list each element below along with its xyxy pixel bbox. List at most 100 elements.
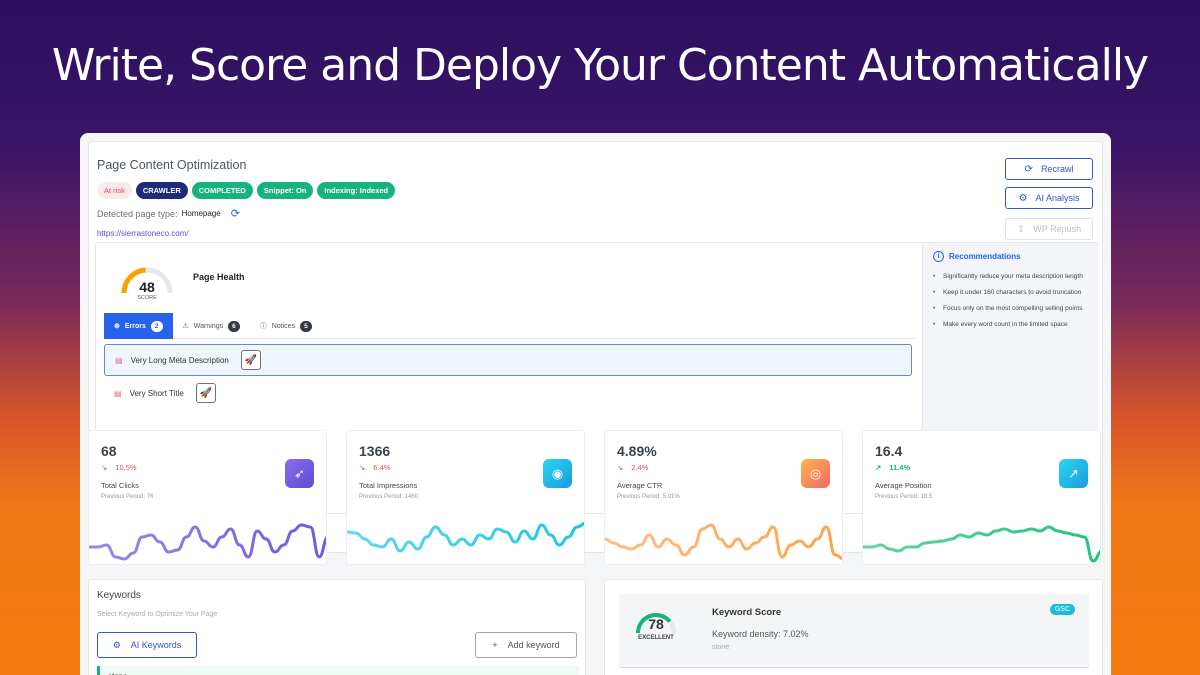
issue-tabs: ⊗ Errors 2 ⚠ Warnings 6 ⓘ Notices 5 <box>104 313 916 339</box>
metric-previous: Previous Period: 18.5 <box>875 494 933 500</box>
page-type-label: Detected page type: <box>97 208 178 219</box>
recommendation-item: Keep it under 160 characters to avoid tr… <box>933 287 1089 299</box>
keyword-score-keyword: stone <box>712 644 730 651</box>
recommendations-title: i Recommendations <box>933 251 1089 262</box>
at-risk-badge: At risk <box>97 182 132 199</box>
add-keyword-button[interactable]: + Add keyword <box>475 632 577 658</box>
metric-change-value: 6.4% <box>373 463 391 472</box>
metric-change-value: 2.4% <box>631 463 649 472</box>
recommendation-item: Make every word count in the limited spa… <box>933 319 1089 331</box>
metric-card-impressions: 1366 ↘ 6.4% Total Impressions Previous Pe… <box>346 430 585 565</box>
tab-notices-count: 5 <box>300 320 312 332</box>
ai-analysis-button[interactable]: ⚙ AI Analysis <box>1005 187 1093 209</box>
document-icon: ▤ <box>114 388 122 398</box>
metric-change-value: 10.5% <box>115 463 137 472</box>
refresh-icon: ⟳ <box>1024 163 1033 175</box>
tab-errors-label: Errors <box>124 322 146 330</box>
keyword-density: Keyword density: 7.02% <box>712 629 809 639</box>
keyword-score-title: Keyword Score <box>712 607 782 618</box>
metric-previous: Previous Period: 1460 <box>359 494 419 500</box>
error-circle-icon: ⊗ <box>114 323 120 330</box>
info-circle-icon: ⓘ <box>259 323 267 330</box>
detected-page-type: Detected page type: Homepage ⟳ <box>97 207 240 220</box>
metric-change-value: 11.4% <box>889 463 911 472</box>
target-icon: ◎ <box>801 459 830 488</box>
sparkline-series <box>605 523 842 561</box>
health-score-value: 48 <box>139 279 155 295</box>
app-window: Page Content Optimization At risk CRAWLE… <box>80 133 1111 675</box>
plus-icon: + <box>492 640 498 650</box>
metric-change: ↘ 2.4% <box>617 463 648 472</box>
ai-gear-icon: ⚙ <box>1018 192 1028 204</box>
trend-down-icon: ↘ <box>359 463 366 472</box>
wp-repush-label: WP Repush <box>1033 224 1082 234</box>
keywords-panel: Keywords Select Keyword to Optimize Your… <box>88 579 586 675</box>
metric-label: Average Position <box>875 481 932 490</box>
metric-value: 1366 <box>359 443 391 459</box>
metric-previous: Previous Period: 76 <box>101 494 154 500</box>
tab-warnings-count: 6 <box>228 320 240 332</box>
metric-change: ↘ 6.4% <box>359 463 390 472</box>
hero-title: Write, Score and Deploy Your Content Aut… <box>51 40 1149 91</box>
rocket-fix-button[interactable]: 🚀 <box>240 350 261 370</box>
sparkline-impressions <box>347 521 584 553</box>
completed-badge: COMPLETED <box>191 182 253 199</box>
ai-keywords-button[interactable]: ⚙ AI Keywords <box>97 632 197 658</box>
recommendation-item: Focus only on the most compelling sellin… <box>933 303 1089 315</box>
refresh-icon[interactable]: ⟳ <box>230 208 240 220</box>
tab-notices[interactable]: ⓘ Notices 5 <box>250 313 322 339</box>
tab-errors-count: 2 <box>150 320 163 332</box>
metric-change: ↗ 11.4% <box>875 463 910 472</box>
upload-icon: ⇪ <box>1016 223 1026 235</box>
metric-value: 16.4 <box>875 443 903 459</box>
status-badges: At risk CRAWLER COMPLETED Snippet: On In… <box>97 182 396 199</box>
sparkline-clicks <box>89 523 326 561</box>
wp-repush-button[interactable]: ⇪ WP Repush <box>1005 218 1093 240</box>
warning-triangle-icon: ⚠ <box>182 323 189 330</box>
keyword-score-card: 78 EXCELLENT Keyword Score Keyword densi… <box>619 594 1089 668</box>
metric-card-clicks: 68 ↘ 10.5% Total Clicks Previous Period: … <box>88 430 327 565</box>
health-score-label: SCORE <box>137 295 157 301</box>
issue-row[interactable]: ▤ Very Long Meta Description 🚀 <box>104 344 912 376</box>
keyword-score-gauge <box>636 613 676 634</box>
keywords-subtitle: Select Keyword to Optimize Your Page <box>97 611 218 618</box>
add-keyword-label: Add keyword <box>507 640 560 650</box>
keyword-row[interactable]: stone <box>97 666 579 675</box>
tab-warnings[interactable]: ⚠ Warnings 6 <box>173 313 250 339</box>
sparkline-series <box>347 521 584 553</box>
sparkline-series <box>863 525 1100 563</box>
page-title: Page Content Optimization <box>97 158 247 172</box>
trending-up-icon: ↗ <box>1059 459 1088 488</box>
indexing-badge: Indexing: Indexed <box>317 182 396 199</box>
metric-label: Total Clicks <box>101 481 139 490</box>
gsc-badge: GSC <box>1049 604 1075 615</box>
snippet-badge: Snippet: On <box>256 182 314 199</box>
sparkline-position <box>863 525 1100 563</box>
page-health-title: Page Health <box>193 272 245 282</box>
tab-errors[interactable]: ⊗ Errors 2 <box>104 313 173 339</box>
metric-label: Total Impressions <box>359 481 418 490</box>
issue-label: Very Long Meta Description <box>130 355 229 365</box>
issue-row[interactable]: ▤ Very Short Title 🚀 <box>104 377 912 409</box>
recommendations-list: Significantly reduce your meta descripti… <box>933 271 1089 331</box>
issue-label: Very Short Title <box>129 388 184 398</box>
metric-card-ctr: 4.89% ↘ 2.4% Average CTR Previous Period:… <box>604 430 843 565</box>
recommendation-item: Significantly reduce your meta descripti… <box>933 271 1089 283</box>
page-url-link[interactable]: https://sierrastoneco.com/ <box>97 229 189 238</box>
recrawl-button[interactable]: ⟳ Recrawl <box>1005 158 1093 180</box>
document-icon: ▤ <box>115 355 123 365</box>
metric-card-position: 16.4 ↗ 11.4% Average Position Previous Pe… <box>862 430 1101 565</box>
info-icon: i <box>933 251 944 262</box>
recrawl-label: Recrawl <box>1040 164 1074 174</box>
ai-analysis-label: AI Analysis <box>1035 193 1080 203</box>
trend-down-icon: ↘ <box>101 463 108 472</box>
metric-label: Average CTR <box>617 481 663 490</box>
rocket-fix-button[interactable]: 🚀 <box>195 383 216 403</box>
metric-value: 4.89% <box>617 443 657 459</box>
keywords-title: Keywords <box>97 590 141 601</box>
keyword-score-value: 78 <box>648 616 664 632</box>
trend-up-icon: ↗ <box>875 463 882 472</box>
tab-warnings-label: Warnings <box>193 322 224 330</box>
metric-change: ↘ 10.5% <box>101 463 137 472</box>
ai-gear-icon: ⚙ <box>112 639 121 650</box>
